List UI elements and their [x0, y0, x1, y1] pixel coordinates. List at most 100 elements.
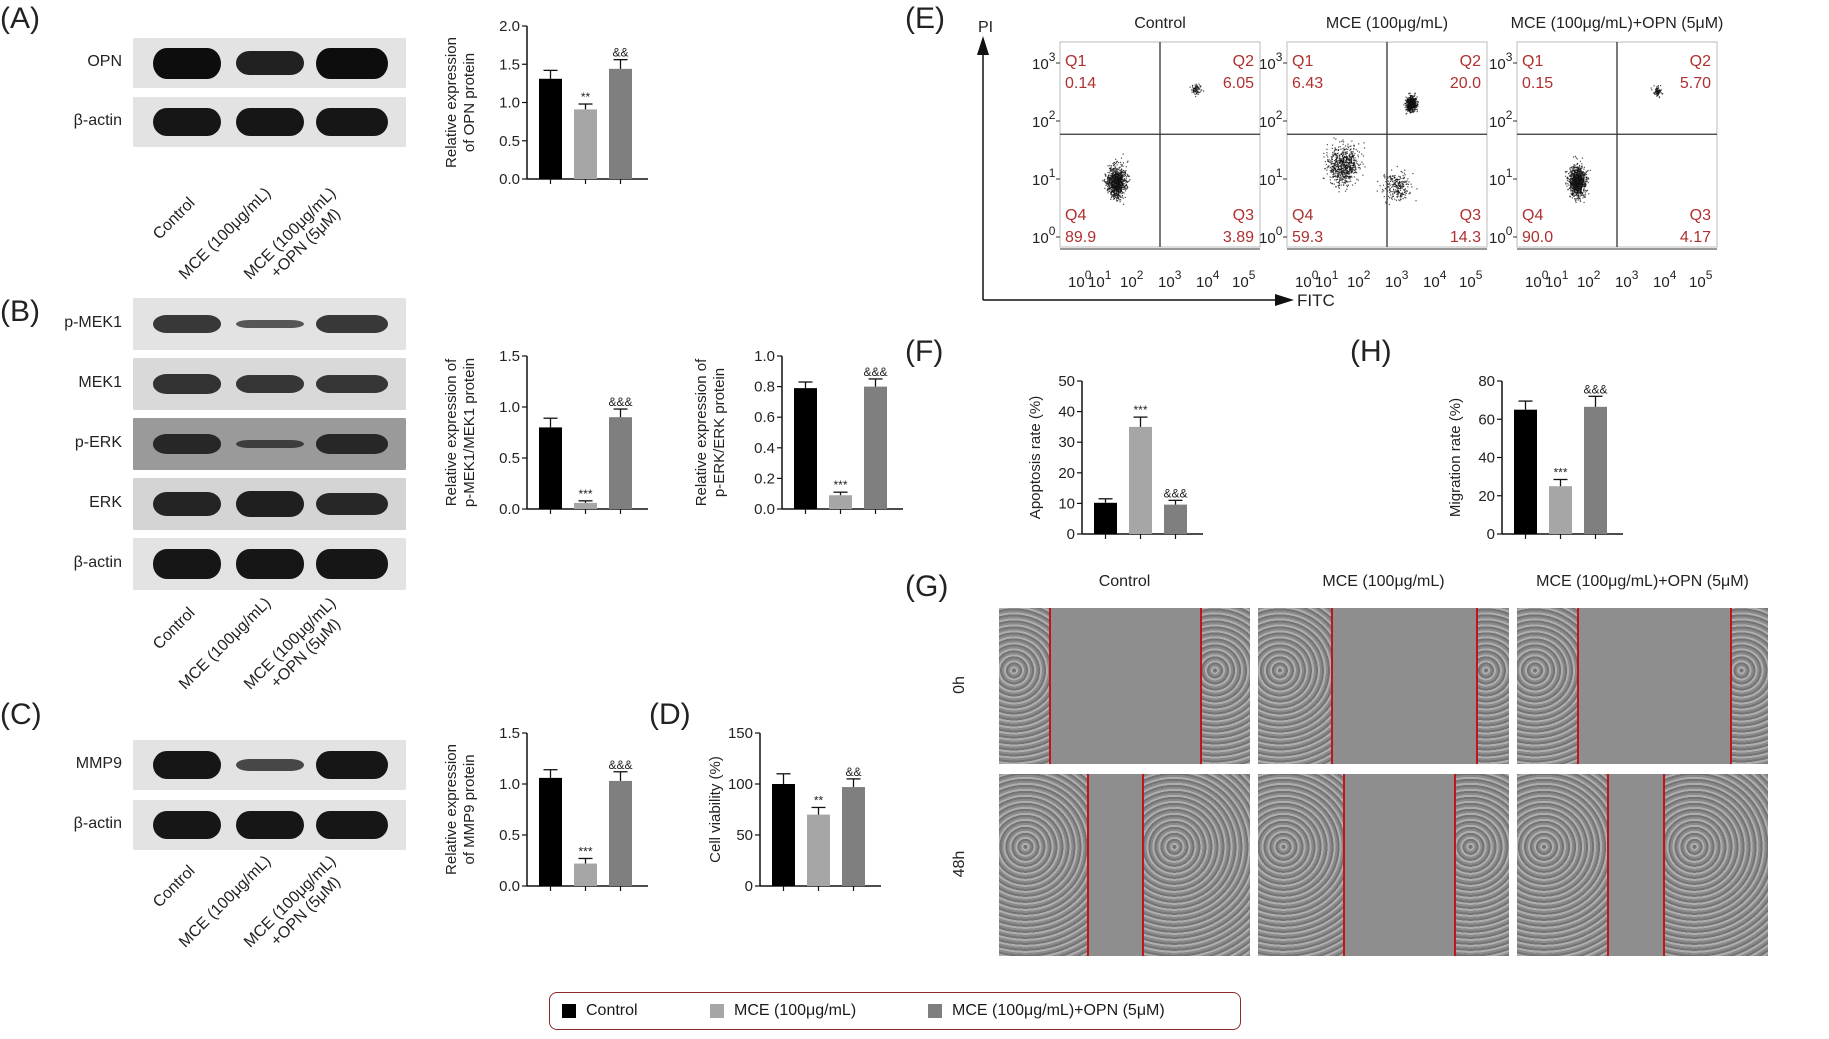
- flow-event-dot: [1115, 158, 1117, 160]
- flow-event-dot: [1658, 90, 1661, 92]
- y-tick-label: 1.5: [499, 725, 520, 742]
- flow-event-dot: [1410, 95, 1412, 97]
- flow-event-dot: [1576, 190, 1578, 193]
- y-tick-label: 0.4: [754, 440, 775, 457]
- flow-event-dot: [1400, 193, 1402, 195]
- flow-event-dot: [1195, 85, 1197, 87]
- tick-exponent: 1: [1276, 166, 1283, 180]
- flow-event-dot: [1349, 176, 1351, 178]
- flow-event-dot: [1585, 171, 1588, 173]
- tick-exponent: 2: [1137, 268, 1144, 282]
- flow-event-dot: [1383, 190, 1385, 192]
- flow-event-dot: [1114, 194, 1116, 197]
- flow-event-dot: [1361, 153, 1363, 155]
- flow-event-dot: [1345, 180, 1347, 182]
- flow-event-dot: [1576, 179, 1578, 181]
- flow-event-dot: [1328, 161, 1330, 163]
- flow-event-dot: [1402, 183, 1404, 186]
- flow-event-dot: [1116, 193, 1118, 195]
- flow-event-dot: [1405, 197, 1407, 199]
- flow-event-dot: [1571, 194, 1574, 196]
- flow-event-dot: [1110, 166, 1112, 168]
- flow-event-dot: [1116, 171, 1118, 173]
- blot-band: [316, 375, 388, 393]
- flow-event-dot: [1110, 165, 1113, 167]
- flow-event-dot: [1344, 167, 1346, 169]
- flow-event-dot: [1104, 178, 1106, 181]
- flow-event-dot: [1344, 179, 1346, 182]
- flow-event-dot: [1337, 173, 1339, 175]
- flow-event-dot: [1352, 164, 1354, 167]
- flow-event-dot: [1127, 186, 1129, 189]
- flow-event-dot: [1340, 169, 1343, 171]
- flow-event-dot: [1362, 174, 1364, 176]
- flow-event-dot: [1411, 103, 1414, 105]
- y-axis-label: of OPN protein: [461, 53, 478, 152]
- flow-event-dot: [1119, 183, 1121, 185]
- flow-event-dot: [1343, 171, 1345, 173]
- flow-event-dot: [1118, 186, 1120, 188]
- flow-event-dot: [1119, 166, 1121, 168]
- flow-event-dot: [1110, 168, 1112, 170]
- flow-event-dot: [1111, 191, 1113, 193]
- flow-event-dot: [1194, 86, 1196, 88]
- flow-event-dot: [1116, 180, 1119, 182]
- flow-event-dot: [1343, 160, 1345, 162]
- flow-event-dot: [1583, 182, 1585, 184]
- flow-event-dot: [1115, 176, 1117, 178]
- flow-event-dot: [1399, 176, 1401, 179]
- legend-item-control: Control: [562, 1002, 638, 1020]
- flow-event-dot: [1574, 164, 1576, 166]
- flow-event-dot: [1570, 182, 1572, 184]
- flow-event-dot: [1125, 185, 1127, 187]
- flow-event-dot: [1330, 161, 1332, 163]
- flow-event-dot: [1119, 196, 1122, 198]
- flow-event-dot: [1345, 160, 1348, 162]
- flow-event-dot: [1115, 173, 1117, 175]
- flow-event-dot: [1580, 170, 1582, 172]
- flow-event-dot: [1583, 176, 1585, 178]
- tick-exponent: 5: [1249, 268, 1256, 282]
- flow-event-dot: [1350, 158, 1352, 160]
- flow-event-dot: [1573, 179, 1575, 181]
- flow-event-dot: [1337, 146, 1340, 148]
- flow-event-dot: [1341, 181, 1343, 183]
- flow-event-dot: [1336, 157, 1338, 159]
- flow-event-dot: [1394, 191, 1396, 193]
- flow-event-dot: [1403, 181, 1405, 183]
- flow-event-dot: [1582, 197, 1584, 199]
- flow-event-dot: [1581, 163, 1583, 165]
- flow-event-dot: [1339, 165, 1341, 167]
- flow-event-dot: [1348, 162, 1350, 164]
- flow-event-dot: [1348, 171, 1350, 173]
- y-tick-label: 0.5: [499, 450, 520, 467]
- flow-event-dot: [1345, 175, 1347, 177]
- flow-event-dot: [1568, 175, 1570, 177]
- flow-event-dot: [1342, 178, 1345, 180]
- flow-event-dot: [1577, 170, 1580, 172]
- flow-event-dot: [1412, 105, 1414, 107]
- flow-event-dot: [1412, 100, 1414, 102]
- flow-event-dot: [1102, 180, 1104, 182]
- flow-plot-control: ControlQ10.14Q26.05Q33.89Q489.9100101102…: [1032, 15, 1261, 291]
- flow-event-dot: [1335, 148, 1337, 151]
- flow-event-dot: [1348, 163, 1350, 166]
- flow-event-dot: [1117, 197, 1120, 199]
- flow-event-dot: [1658, 92, 1660, 94]
- cell-monolayer: [1199, 608, 1250, 764]
- flow-event-dot: [1112, 194, 1114, 196]
- y-tick-label: 0.0: [499, 171, 520, 188]
- flow-event-dot: [1575, 187, 1577, 189]
- flow-event-dot: [1340, 165, 1342, 167]
- flow-event-dot: [1117, 174, 1119, 176]
- panel-label-h: (H): [1350, 335, 1392, 368]
- y-tick-label: 40: [1478, 450, 1495, 467]
- flow-event-dot: [1329, 166, 1332, 168]
- bar-mce: [1129, 426, 1152, 534]
- flow-event-dot: [1416, 104, 1418, 107]
- flow-event-dot: [1403, 172, 1405, 174]
- bar-mce-opn: [609, 68, 632, 179]
- flow-event-dot: [1354, 152, 1356, 155]
- flow-event-dot: [1397, 182, 1400, 184]
- flow-event-dot: [1584, 173, 1586, 175]
